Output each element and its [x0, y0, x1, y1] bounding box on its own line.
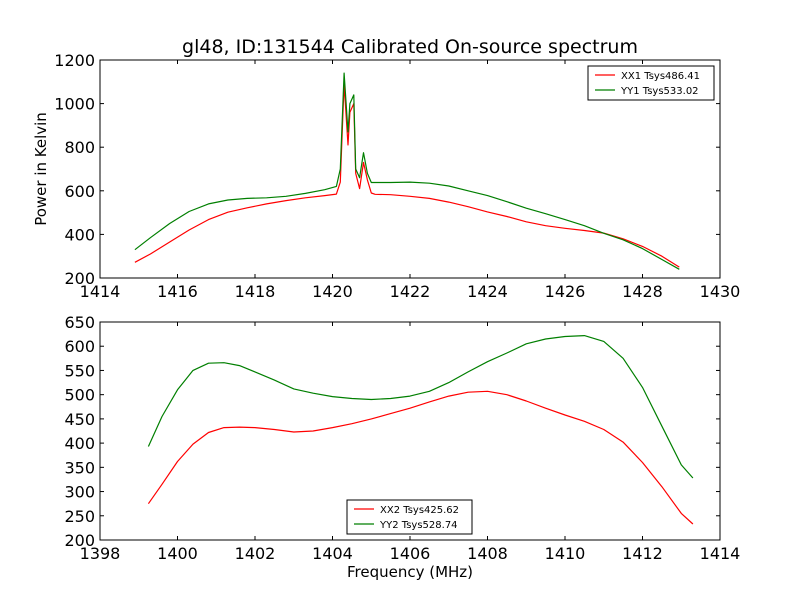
- y-tick-label-0-2: 600: [64, 182, 95, 201]
- x-tick-label-1-0: 1398: [80, 544, 121, 563]
- series-line-1-1: [147, 335, 694, 479]
- legend-label-1-1: YY2 Tsys528.74: [379, 520, 458, 531]
- y-axis-label-0: Power in Kelvin: [32, 112, 50, 226]
- series-line-1-0: [147, 390, 694, 525]
- y-tick-label-0-4: 1000: [54, 95, 95, 114]
- y-tick-label-0-0: 200: [64, 269, 95, 288]
- x-tick-label-1-3: 1404: [312, 544, 353, 563]
- x-tick-label-0-5: 1424: [467, 282, 508, 301]
- x-tick-label-1-4: 1406: [390, 544, 431, 563]
- y-tick-label-0-5: 1200: [54, 51, 95, 70]
- x-tick-label-1-1: 1400: [157, 544, 198, 563]
- y-tick-label-1-1: 250: [64, 507, 95, 526]
- x-tick-label-0-8: 1430: [700, 282, 741, 301]
- y-tick-label-1-5: 450: [64, 410, 95, 429]
- legend-box-0: [587, 65, 715, 101]
- legend-box-1: [346, 499, 473, 535]
- legend-label-0-1: YY1 Tsys533.02: [620, 86, 699, 97]
- x-tick-label-1-7: 1412: [622, 544, 663, 563]
- x-tick-label-1-8: 1414: [700, 544, 741, 563]
- y-tick-label-1-9: 650: [64, 313, 95, 332]
- legend-label-1-0: XX2 Tsys425.62: [380, 505, 459, 516]
- y-tick-label-0-1: 400: [64, 225, 95, 244]
- y-tick-label-1-0: 200: [64, 531, 95, 550]
- y-tick-label-1-2: 300: [64, 483, 95, 502]
- y-tick-label-1-7: 550: [64, 361, 95, 380]
- y-tick-label-0-3: 800: [64, 138, 95, 157]
- x-tick-label-0-1: 1416: [157, 282, 198, 301]
- x-tick-label-1-6: 1410: [545, 544, 586, 563]
- x-tick-label-0-3: 1420: [312, 282, 353, 301]
- y-tick-label-1-8: 600: [64, 337, 95, 356]
- x-tick-label-1-5: 1408: [467, 544, 508, 563]
- x-tick-label-0-0: 1414: [80, 282, 121, 301]
- y-tick-label-1-4: 400: [64, 434, 95, 453]
- x-tick-label-0-2: 1418: [235, 282, 276, 301]
- x-tick-label-0-6: 1426: [545, 282, 586, 301]
- series-line-0-1: [134, 72, 680, 270]
- x-tick-label-0-7: 1428: [622, 282, 663, 301]
- y-tick-label-1-6: 500: [64, 386, 95, 405]
- legend-label-0-0: XX1 Tsys486.41: [621, 71, 700, 82]
- y-tick-label-1-3: 350: [64, 458, 95, 477]
- top-chart-panel: 1414 1416 1418 1420 1422 1424 1426 1428 1430 200 4…: [32, 51, 740, 301]
- bottom-chart-panel: 1398 1400 1402 1404 1406 1408 1410 1412 1414 200 2…: [64, 313, 740, 581]
- x-axis-label-1: Frequency (MHz): [347, 563, 473, 581]
- x-tick-label-0-4: 1422: [390, 282, 431, 301]
- series-line-0-0: [134, 83, 680, 268]
- x-tick-label-1-2: 1402: [235, 544, 276, 563]
- figure-title: gl48, ID:131544 Calibrated On-source spe…: [182, 36, 638, 58]
